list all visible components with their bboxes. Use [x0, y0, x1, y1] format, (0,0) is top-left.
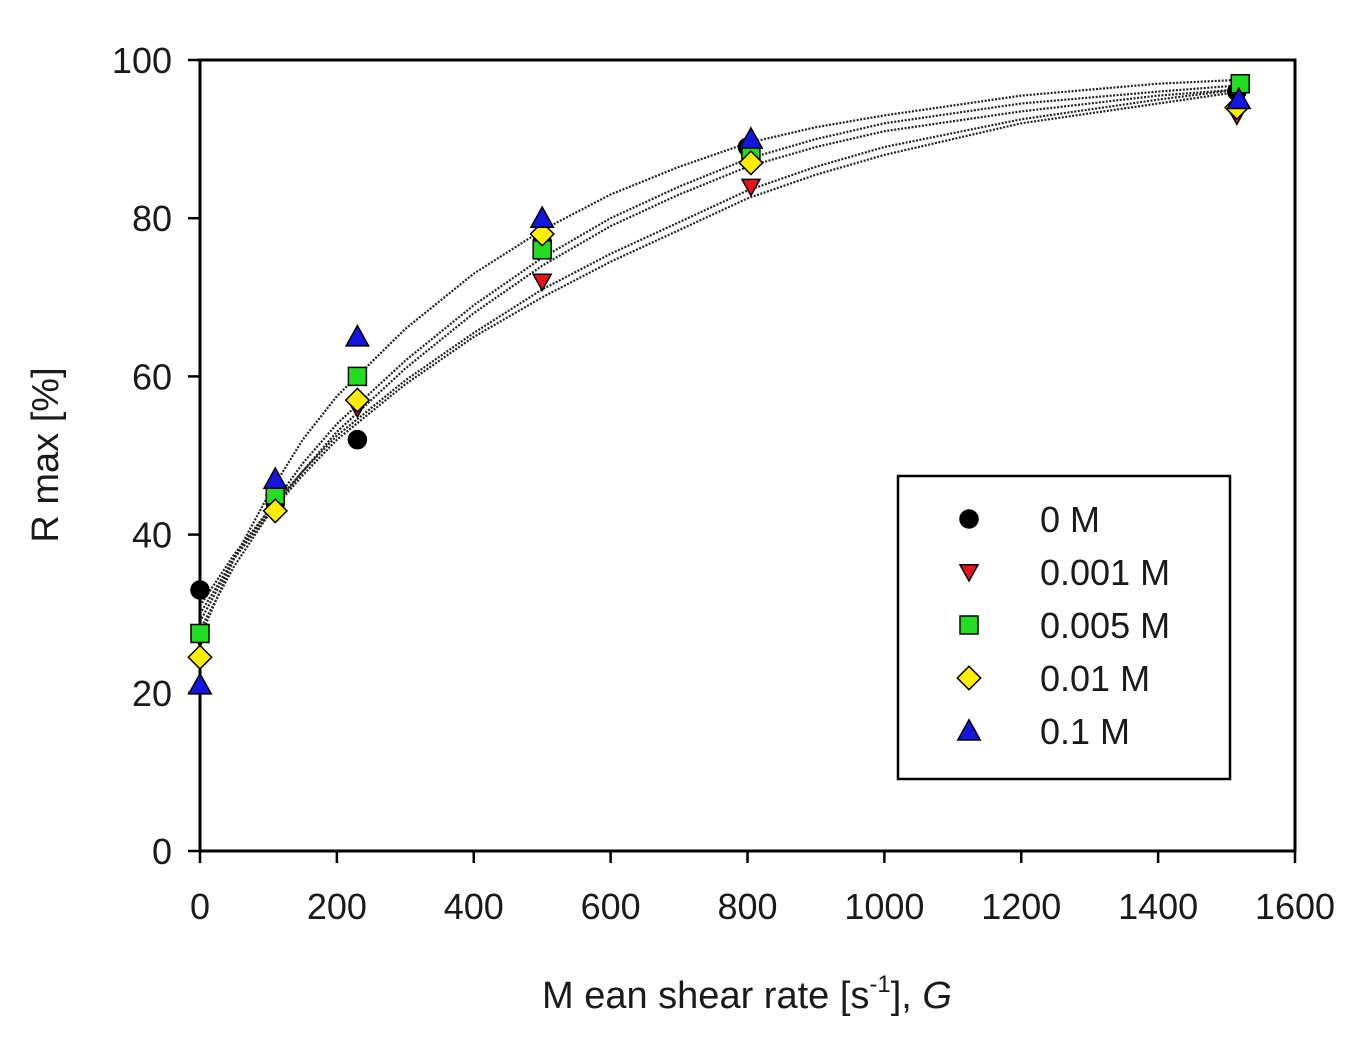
- y-tick-label: 80: [132, 198, 172, 239]
- data-point: [529, 205, 555, 228]
- x-axis-title-main: M ean shear rate [s: [542, 975, 869, 1017]
- legend-label: 0.01 M: [1040, 658, 1150, 699]
- data-point: [190, 580, 210, 600]
- legend: 0 M 0.001 M 0.005 M 0.01 M 0.1 M: [896, 474, 1232, 781]
- data-point: [187, 644, 213, 670]
- y-tick-label: 100: [112, 40, 172, 81]
- x-tick-label: 800: [717, 886, 777, 927]
- legend-label: 0 M: [1040, 499, 1100, 540]
- x-tick-label: 1400: [1118, 886, 1198, 927]
- x-axis-title-var: G: [922, 975, 952, 1017]
- x-axis-title-tail: ],: [891, 975, 923, 1017]
- x-axis-title-sup: -1: [869, 971, 890, 998]
- data-point: [738, 126, 764, 149]
- x-axis-title: M ean shear rate [s-1], G: [542, 971, 952, 1017]
- data-point: [531, 273, 553, 293]
- x-tick-label: 1200: [981, 886, 1061, 927]
- y-tick-label: 0: [152, 831, 172, 872]
- data-point: [347, 366, 368, 387]
- legend-marker: [959, 615, 979, 635]
- y-axis-title: R max [%]: [25, 367, 67, 542]
- legend-marker: [956, 718, 982, 741]
- y-axis-ticks: 0 20 40 60 80 100: [112, 40, 200, 872]
- fit-curves: [198, 78, 1241, 638]
- legend-label: 0.1 M: [1040, 711, 1130, 752]
- x-tick-label: 1600: [1255, 886, 1335, 927]
- x-tick-label: 200: [307, 886, 367, 927]
- data-point: [344, 324, 370, 347]
- data-points: [187, 73, 1252, 695]
- data-point: [347, 429, 368, 450]
- legend-box: [896, 474, 1232, 781]
- fit-curve: [199, 90, 1241, 615]
- data-point: [262, 498, 289, 524]
- fit-curve: [198, 78, 1241, 638]
- data-point: [738, 150, 764, 176]
- y-tick-label: 60: [132, 356, 172, 397]
- legend-marker: [958, 564, 980, 583]
- x-axis-ticks: 0 200 400 600 800 1000 1200 1400 1600: [190, 851, 1335, 927]
- legend-label: 0.001 M: [1040, 552, 1170, 593]
- data-point: [344, 387, 371, 413]
- data-point: [190, 623, 210, 644]
- x-tick-label: 0: [190, 886, 210, 927]
- legend-label: 0.005 M: [1040, 605, 1170, 646]
- data-point: [1226, 86, 1252, 110]
- fit-curve: [199, 88, 1241, 631]
- data-point: [529, 221, 555, 247]
- x-tick-label: 600: [581, 886, 641, 927]
- legend-marker: [956, 665, 982, 691]
- y-tick-label: 20: [132, 673, 172, 714]
- y-tick-label: 40: [132, 515, 172, 556]
- data-point: [187, 672, 213, 695]
- legend-marker: [959, 509, 979, 529]
- data-point: [262, 466, 288, 489]
- x-tick-label: 400: [444, 886, 504, 927]
- x-tick-label: 1000: [844, 886, 924, 927]
- data-point: [740, 178, 762, 198]
